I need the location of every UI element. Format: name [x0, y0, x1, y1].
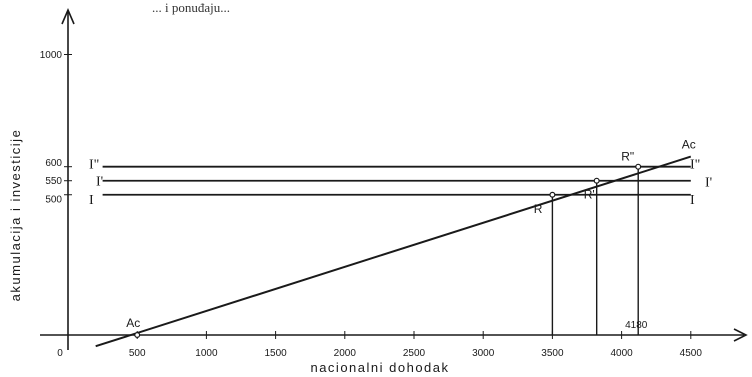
- investment-line-label-right: I': [705, 176, 712, 191]
- intersection-point: [593, 177, 600, 184]
- y-tick-label: 500: [45, 194, 62, 205]
- annotation-label: 4180: [625, 320, 648, 331]
- x-tick-label: 3500: [541, 348, 564, 359]
- series-lines: I II' I'I" I"Ac: [89, 138, 712, 348]
- header-fragment: ... i ponuđaju...: [152, 0, 230, 15]
- x-axis-arrow: [733, 328, 748, 342]
- accumulation-line-label: Ac: [682, 138, 696, 152]
- intersection-point: [635, 163, 642, 170]
- accumulation-line: [95, 155, 692, 348]
- y-axis-arrow: [61, 7, 75, 25]
- point-label: Ac: [126, 316, 140, 330]
- intersection-point: [549, 191, 556, 198]
- investment-line-label-right: I": [690, 158, 700, 173]
- point-label: R: [534, 202, 543, 216]
- x-tick-label: 2500: [403, 348, 426, 359]
- x-tick-label: 1500: [264, 348, 287, 359]
- ticks: 0 500 1000 1500 2000 2500 3000 3500 4000 4500 500 5…: [40, 50, 703, 359]
- investment-line-label-left: I': [96, 175, 103, 190]
- investment-line-label-left: I": [89, 158, 99, 173]
- point-label: R": [621, 150, 634, 164]
- x-tick-label: 500: [129, 348, 146, 359]
- investment-line-label-right: I: [690, 193, 695, 208]
- x-tick-label: 3000: [472, 348, 495, 359]
- point-label: R': [584, 188, 595, 202]
- y-tick-label: 550: [45, 176, 62, 187]
- x-tick-label: 1000: [195, 348, 218, 359]
- x-tick-label: 0: [57, 348, 63, 359]
- x-axis-label: nacionalni dohodak: [310, 360, 449, 375]
- x-tick-label: 4000: [610, 348, 633, 359]
- y-tick-label: 1000: [40, 50, 63, 61]
- y-axis-label: akumulacija i investicije: [8, 129, 23, 302]
- x-tick-label: 4500: [680, 348, 703, 359]
- y-tick-label: 600: [45, 158, 62, 169]
- investment-line-label-left: I: [89, 193, 94, 208]
- point-marks: Ac R R' R" 4180: [126, 150, 648, 339]
- x-tick-label: 2000: [334, 348, 357, 359]
- intersection-point: [134, 332, 141, 339]
